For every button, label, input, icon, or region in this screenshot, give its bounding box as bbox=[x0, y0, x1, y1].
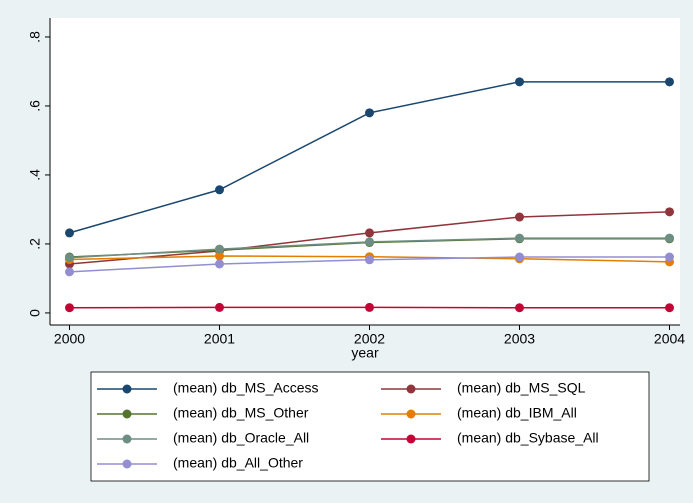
y-tick-label: .4 bbox=[27, 169, 43, 181]
plot-area bbox=[50, 18, 680, 325]
marker bbox=[215, 259, 224, 269]
marker bbox=[665, 77, 674, 87]
marker bbox=[515, 303, 524, 313]
legend-label: (mean) db_IBM_All bbox=[457, 405, 577, 421]
marker bbox=[665, 303, 674, 313]
y-tick-label: 0 bbox=[27, 309, 43, 317]
marker bbox=[515, 252, 524, 262]
marker bbox=[365, 255, 374, 265]
legend-marker bbox=[122, 384, 132, 394]
legend-marker bbox=[406, 434, 416, 444]
marker bbox=[215, 251, 224, 261]
marker bbox=[515, 233, 524, 243]
x-axis-title: year bbox=[351, 345, 379, 361]
marker bbox=[365, 108, 374, 118]
x-tick-label: 2003 bbox=[504, 331, 535, 347]
marker bbox=[665, 252, 674, 262]
marker bbox=[515, 212, 524, 222]
x-tick-label: 2001 bbox=[204, 331, 235, 347]
legend-label: (mean) db_Oracle_All bbox=[173, 430, 309, 446]
legend-label: (mean) db_MS_Other bbox=[173, 405, 309, 421]
marker bbox=[365, 228, 374, 238]
legend-label: (mean) db_MS_SQL bbox=[457, 380, 586, 396]
marker bbox=[365, 237, 374, 247]
legend-label: (mean) db_Sybase_All bbox=[457, 430, 599, 446]
legend-label: (mean) db_MS_Access bbox=[173, 380, 319, 396]
marker bbox=[65, 228, 74, 238]
x-tick-label: 2004 bbox=[654, 331, 685, 347]
y-tick-label: .6 bbox=[27, 100, 43, 112]
legend-marker bbox=[122, 409, 132, 419]
x-tick-label: 2002 bbox=[354, 331, 385, 347]
y-tick-label: .2 bbox=[27, 238, 43, 250]
x-tick-label: 2000 bbox=[54, 331, 85, 347]
marker bbox=[215, 244, 224, 254]
marker bbox=[665, 233, 674, 243]
legend-marker bbox=[122, 459, 132, 469]
marker bbox=[515, 77, 524, 87]
marker bbox=[365, 302, 374, 312]
legend-marker bbox=[122, 434, 132, 444]
marker bbox=[665, 207, 674, 217]
legend-label: (mean) db_All_Other bbox=[173, 455, 303, 471]
marker bbox=[215, 185, 224, 195]
legend-marker bbox=[406, 409, 416, 419]
y-tick-label: .8 bbox=[27, 31, 43, 43]
legend-marker bbox=[406, 384, 416, 394]
legend bbox=[90, 371, 650, 482]
marker bbox=[65, 253, 74, 263]
marker bbox=[215, 302, 224, 312]
marker bbox=[65, 267, 74, 277]
marker bbox=[65, 303, 74, 313]
